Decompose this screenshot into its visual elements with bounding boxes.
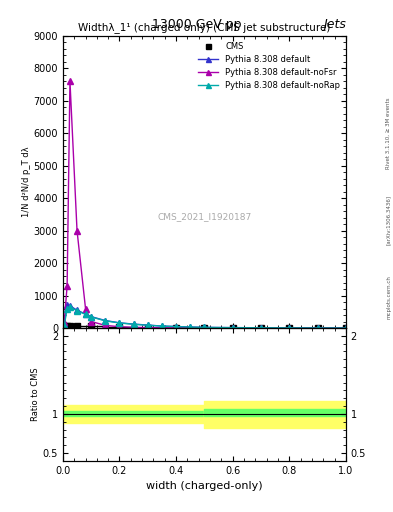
Pythia 8.308 default-noFsr — [62, 318, 67, 325]
Line: Pythia 8.308 default-noRap: Pythia 8.308 default-noRap — [62, 304, 349, 331]
Pythia 8.308 default-noRap — [89, 314, 94, 320]
Line: CMS: CMS — [62, 324, 349, 331]
Pythia 8.308 default-noRap — [188, 324, 193, 330]
Pythia 8.308 default — [83, 311, 88, 317]
CMS — [65, 323, 70, 329]
Pythia 8.308 default-noRap — [103, 318, 108, 324]
Pythia 8.308 default-noFsr — [89, 318, 94, 325]
Pythia 8.308 default — [117, 319, 122, 326]
Pythia 8.308 default-noRap — [259, 325, 263, 331]
Text: 13000 GeV pp: 13000 GeV pp — [152, 18, 241, 31]
Pythia 8.308 default — [75, 307, 79, 313]
CMS — [343, 325, 348, 331]
CMS — [75, 323, 79, 329]
Pythia 8.308 default-noFsr — [343, 325, 348, 331]
Pythia 8.308 default — [62, 321, 67, 327]
CMS — [145, 325, 150, 331]
Pythia 8.308 default-noRap — [68, 304, 72, 310]
Y-axis label: 1/N d²N/d p_T dλ: 1/N d²N/d p_T dλ — [22, 146, 31, 217]
Pythia 8.308 default-noFsr — [131, 324, 136, 330]
Pythia 8.308 default — [145, 322, 150, 328]
Text: mcplots.cern.ch: mcplots.cern.ch — [386, 275, 391, 319]
Pythia 8.308 default — [131, 321, 136, 327]
Pythia 8.308 default-noRap — [145, 322, 150, 328]
Y-axis label: Ratio to CMS: Ratio to CMS — [31, 368, 40, 421]
Pythia 8.308 default-noFsr — [103, 323, 108, 329]
CMS — [174, 325, 178, 331]
Pythia 8.308 default — [259, 325, 263, 331]
Text: CMS_2021_I1920187: CMS_2021_I1920187 — [157, 212, 252, 222]
CMS — [117, 324, 122, 330]
Pythia 8.308 default-noFsr — [160, 325, 164, 331]
Pythia 8.308 default-noRap — [131, 321, 136, 327]
Legend: CMS, Pythia 8.308 default, Pythia 8.308 default-noFsr, Pythia 8.308 default-noRa: CMS, Pythia 8.308 default, Pythia 8.308 … — [194, 38, 343, 94]
Pythia 8.308 default-noFsr — [68, 78, 72, 84]
Text: Rivet 3.1.10, ≥ 3M events: Rivet 3.1.10, ≥ 3M events — [386, 97, 391, 169]
Pythia 8.308 default-noRap — [83, 311, 88, 317]
CMS — [230, 325, 235, 331]
Text: [arXiv:1306.3436]: [arXiv:1306.3436] — [386, 195, 391, 245]
Pythia 8.308 default-noFsr — [287, 325, 292, 331]
Pythia 8.308 default — [103, 317, 108, 324]
X-axis label: width (charged-only): width (charged-only) — [146, 481, 263, 491]
Pythia 8.308 default — [160, 323, 164, 329]
Pythia 8.308 default-noRap — [160, 323, 164, 329]
Pythia 8.308 default — [315, 325, 320, 331]
Pythia 8.308 default — [89, 313, 94, 319]
Pythia 8.308 default-noRap — [230, 325, 235, 331]
Pythia 8.308 default-noFsr — [75, 227, 79, 233]
Pythia 8.308 default — [188, 324, 193, 330]
Pythia 8.308 default-noRap — [287, 325, 292, 331]
CMS — [259, 325, 263, 331]
Pythia 8.308 default-noFsr — [315, 325, 320, 331]
CMS — [89, 323, 94, 329]
Pythia 8.308 default-noFsr — [83, 306, 88, 312]
Pythia 8.308 default-noRap — [117, 320, 122, 326]
Pythia 8.308 default — [174, 324, 178, 330]
Pythia 8.308 default — [230, 325, 235, 331]
Line: Pythia 8.308 default: Pythia 8.308 default — [62, 303, 349, 331]
Pythia 8.308 default — [287, 325, 292, 331]
Pythia 8.308 default-noRap — [62, 323, 67, 329]
CMS — [68, 323, 72, 329]
CMS — [315, 325, 320, 331]
Pythia 8.308 default-noFsr — [117, 324, 122, 330]
Pythia 8.308 default — [65, 302, 70, 308]
Pythia 8.308 default-noRap — [315, 325, 320, 331]
Pythia 8.308 default-noFsr — [174, 325, 178, 331]
Pythia 8.308 default-noFsr — [145, 325, 150, 331]
Pythia 8.308 default-noRap — [343, 325, 348, 331]
Pythia 8.308 default-noFsr — [65, 283, 70, 289]
Pythia 8.308 default-noRap — [202, 324, 207, 330]
Pythia 8.308 default-noRap — [65, 306, 70, 312]
CMS — [62, 323, 67, 329]
Line: Pythia 8.308 default-noFsr: Pythia 8.308 default-noFsr — [62, 78, 349, 331]
Pythia 8.308 default-noFsr — [259, 325, 263, 331]
Pythia 8.308 default — [343, 325, 348, 331]
CMS — [202, 325, 207, 331]
Pythia 8.308 default — [68, 303, 72, 309]
Pythia 8.308 default-noRap — [75, 308, 79, 314]
Text: Jets: Jets — [323, 18, 346, 31]
Pythia 8.308 default-noRap — [174, 324, 178, 330]
Pythia 8.308 default-noFsr — [230, 325, 235, 331]
Pythia 8.308 default — [202, 324, 207, 330]
Title: Widthλ_1¹ (charged only) (CMS jet substructure): Widthλ_1¹ (charged only) (CMS jet substr… — [78, 23, 331, 33]
Pythia 8.308 default-noFsr — [188, 325, 193, 331]
Pythia 8.308 default-noFsr — [202, 325, 207, 331]
CMS — [287, 325, 292, 331]
